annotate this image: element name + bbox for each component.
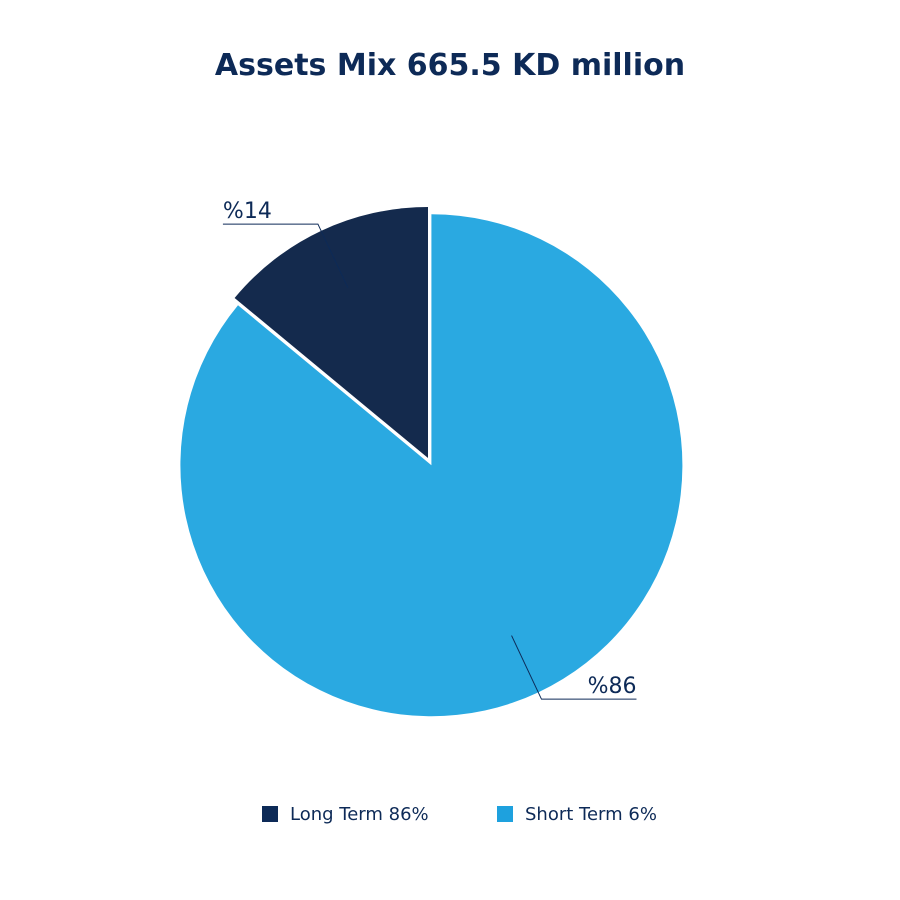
leader-line-long-term <box>222 223 349 288</box>
legend-swatch-short-term <box>497 806 513 822</box>
legend: Long Term 86% Short Term 6% <box>0 802 900 826</box>
legend-label-short-term: Short Term 6% <box>525 803 657 825</box>
legend-item-short-term: Short Term 6% <box>497 802 657 826</box>
leader-line-short-term <box>511 635 637 700</box>
legend-swatch-long-term <box>262 806 278 822</box>
leader-lines <box>222 223 637 700</box>
slice-labels: %86 %14 <box>223 199 637 699</box>
pie-slice-short-term <box>180 214 683 717</box>
legend-item-long-term: Long Term 86% <box>262 802 429 826</box>
pie-slice-long-term <box>234 207 428 458</box>
slice-label-short-term: %86 <box>588 674 637 699</box>
slice-label-long-term: %14 <box>223 199 272 224</box>
legend-label-long-term: Long Term 86% <box>290 803 429 825</box>
chart-title: Assets Mix 665.5 KD million <box>214 48 686 83</box>
pie-slices <box>180 207 683 717</box>
